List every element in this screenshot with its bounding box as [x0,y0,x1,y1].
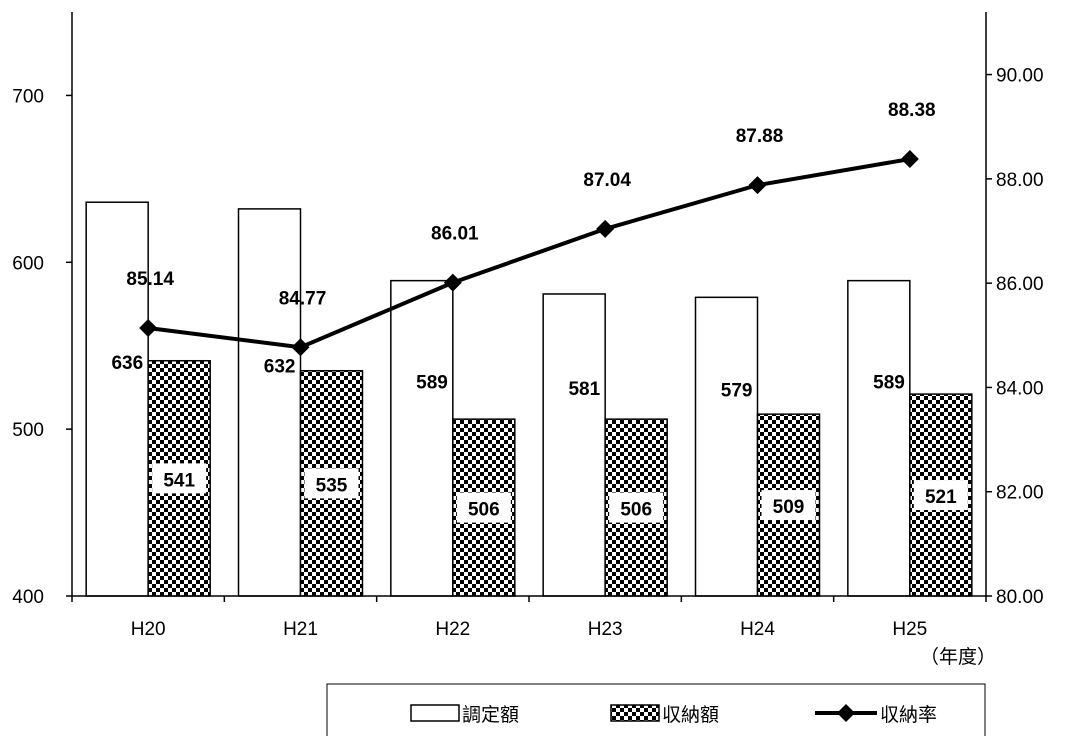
rate-marker-H23 [596,219,615,238]
label-box-shuno-H25 [913,480,968,511]
label-rate-H21: 84.77 [279,288,327,309]
data-labels: 636 632 589 581 579 589 541 535 506 506 509 521 85.1… [111,100,968,523]
left-tick-label: 400 [12,587,44,608]
label-shuno-H21: 535 [316,475,348,496]
legend-label-chotei: 調定額 [462,704,519,726]
legend-label-shuno: 収納額 [662,704,719,726]
label-chotei-H21: 632 [264,356,296,377]
label-rate-H23: 87.04 [583,170,631,191]
x-tick-label: H22 [435,619,470,640]
rate-marker-H24 [748,176,767,195]
bars [85,201,973,597]
right-tick-label: 86.00 [996,274,1044,295]
label-shuno-H20: 541 [163,470,195,491]
rate-marker-H22 [443,273,462,292]
label-shuno-H24: 509 [773,497,805,518]
legend-swatch-shuno [610,704,660,722]
axes: 400 500 600 700 80.00 82.00 84.00 86.00 88.00 90.… [12,12,1044,668]
legend-swatch-chotei [410,704,460,722]
label-chotei-H22: 589 [416,372,448,393]
label-rate-H24: 87.88 [736,126,784,147]
label-shuno-H25: 521 [925,487,957,508]
rate-polyline [147,157,911,350]
x-tick-label: H24 [740,619,775,640]
label-box-shuno-H20 [152,463,207,494]
label-rate-H25: 88.38 [888,100,936,121]
x-tick-label: H20 [131,619,166,640]
label-chotei-H24: 579 [721,381,753,402]
right-tick-label: 82.00 [996,483,1044,504]
label-chotei-H25: 589 [873,372,905,393]
label-box-shuno-H23 [609,492,664,523]
right-tick-label: 90.00 [996,66,1044,87]
label-rate-H20: 85.14 [126,269,174,290]
legend: 調定額 収納額 収納率 [326,683,986,736]
right-tick-label: 80.00 [996,587,1044,608]
label-chotei-H23: 581 [568,379,600,400]
rate-marker-H25 [900,150,919,169]
legend-label-rate: 収納率 [880,704,937,726]
legend-swatch-rate-marker [837,704,855,722]
right-tick-label: 84.00 [996,378,1044,399]
label-shuno-H22: 506 [468,500,500,521]
left-tick-label: 500 [12,420,44,441]
label-box-shuno-H22 [456,492,511,523]
bar-chotei-H22 [390,279,454,597]
rate-marker-H20 [139,318,158,337]
label-box-shuno-H21 [304,468,359,499]
label-chotei-H20: 636 [111,353,143,374]
bar-chotei-H23 [542,293,606,597]
x-tick-label: H23 [588,619,623,640]
bar-chotei-H24 [694,296,759,597]
rate-marker-H21 [291,338,310,357]
rate-line [139,150,919,357]
right-tick-label: 88.00 [996,170,1044,191]
bar-chotei-H21 [237,208,302,597]
left-tick-label: 600 [12,253,44,274]
x-tick-label: H21 [283,619,318,640]
label-box-shuno-H24 [761,490,816,521]
x-tick-label: H25 [892,619,927,640]
left-tick-label: 700 [12,86,44,107]
label-rate-H22: 86.01 [431,224,479,245]
x-unit-label: （年度） [920,646,996,668]
bar-chotei-H25 [847,279,911,597]
bar-chotei-H20 [85,201,149,597]
label-shuno-H23: 506 [620,500,652,521]
